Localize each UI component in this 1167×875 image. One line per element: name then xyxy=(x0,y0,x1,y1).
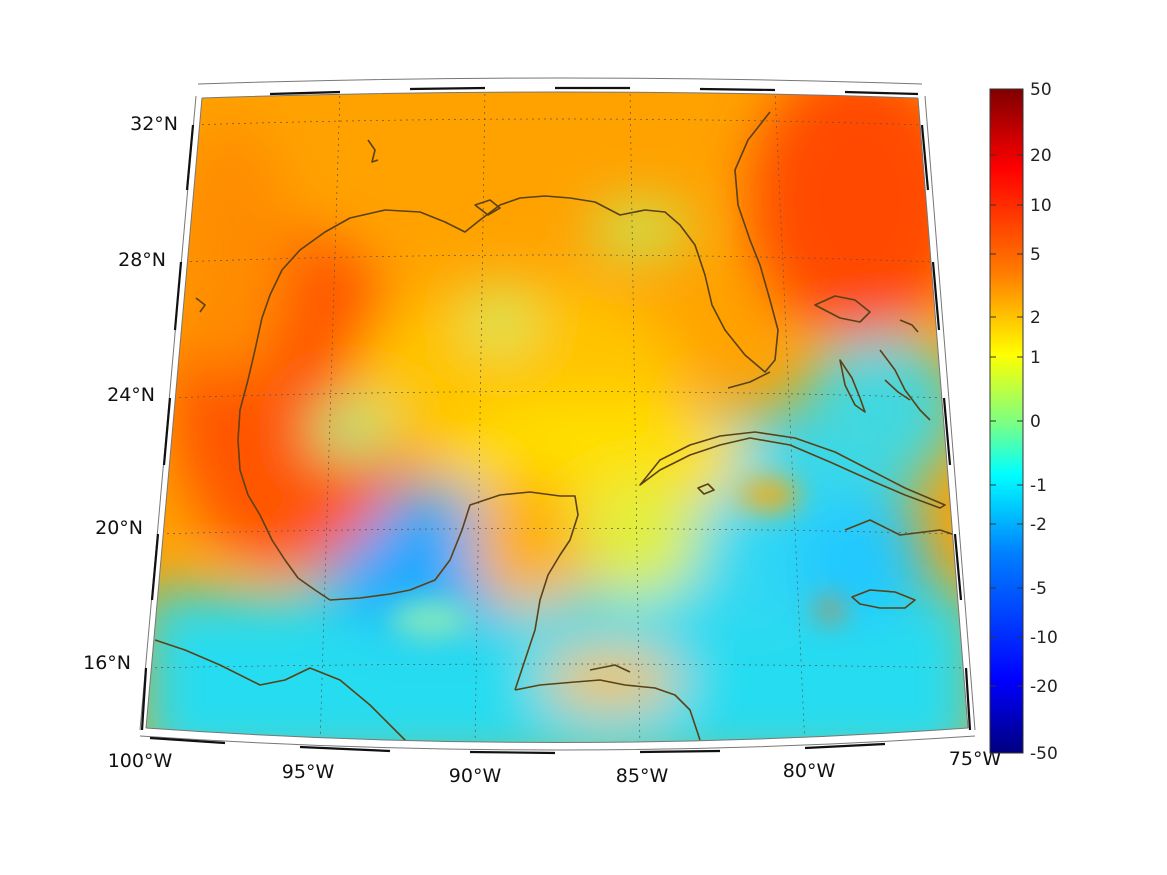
colorbar-label: 0 xyxy=(1030,412,1041,432)
coastlines xyxy=(154,111,956,743)
colorbar-label: -5 xyxy=(1030,579,1047,599)
colorbar-ticks xyxy=(990,88,1023,754)
lat-label-24n: 24°N xyxy=(107,384,155,406)
lon-label-80w: 80°W xyxy=(783,760,836,782)
graticule xyxy=(146,92,966,743)
colorbar-label: -1 xyxy=(1030,476,1047,496)
lat-label-16n: 16°N xyxy=(83,652,131,674)
colorbar-label: 10 xyxy=(1030,196,1052,216)
lon-label-90w: 90°W xyxy=(449,765,502,787)
lon-label-85w: 85°W xyxy=(616,765,669,787)
colorbar-label: -20 xyxy=(1030,677,1058,697)
map-frame xyxy=(139,77,976,751)
frame-ticks xyxy=(140,86,972,755)
lat-label-28n: 28°N xyxy=(118,249,166,271)
colorbar-label: -50 xyxy=(1030,744,1058,764)
colorbar-label: 2 xyxy=(1030,308,1041,328)
colorbar-label: 20 xyxy=(1030,146,1052,166)
lat-label-32n: 32°N xyxy=(130,113,178,135)
map-field xyxy=(146,92,968,743)
colorbar-label: 5 xyxy=(1030,245,1041,265)
colorbar-label: 1 xyxy=(1030,348,1041,368)
colorbar-label: -2 xyxy=(1030,515,1047,535)
latitude-labels: 32°N 28°N 24°N 20°N 16°N xyxy=(83,113,178,674)
colorbar-label: 50 xyxy=(1030,80,1052,100)
lon-label-95w: 95°W xyxy=(282,761,335,783)
lon-label-75w: 75°W xyxy=(949,748,1002,770)
lon-label-100w: 100°W xyxy=(108,750,173,772)
longitude-labels: 100°W 95°W 90°W 85°W 80°W 75°W xyxy=(108,748,1002,787)
lat-label-20n: 20°N xyxy=(95,517,143,539)
colorbar-label: -10 xyxy=(1030,628,1058,648)
